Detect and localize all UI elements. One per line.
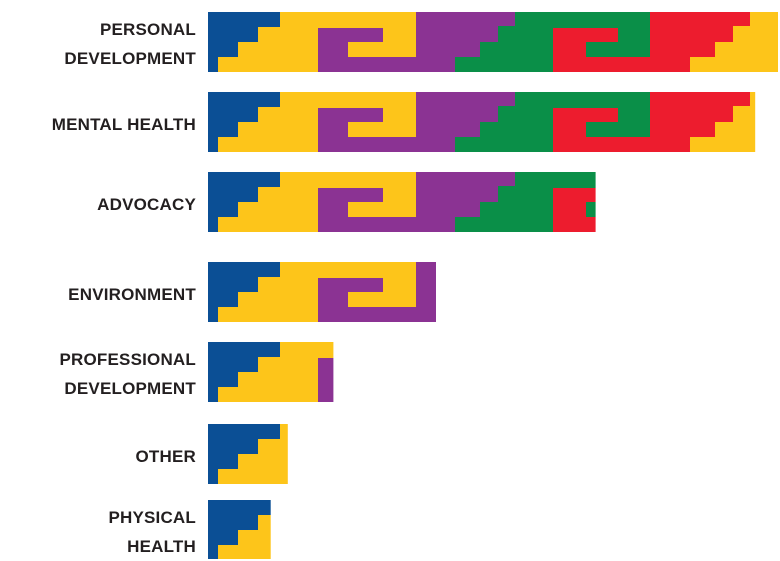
category-label: MENTAL HEALTH	[51, 114, 196, 134]
bar	[208, 342, 334, 402]
bar-group	[208, 342, 334, 402]
bar	[208, 424, 288, 484]
category-label: PHYSICAL HEALTH	[108, 508, 196, 556]
bar-group	[208, 12, 778, 72]
bar	[208, 262, 436, 322]
category-label: PERSONAL DEVELOPMENT	[64, 20, 196, 68]
bar	[208, 12, 778, 72]
category-label: OTHER	[135, 446, 196, 466]
bar-group	[208, 500, 271, 559]
bar	[208, 500, 271, 559]
bar-group	[208, 92, 756, 152]
category-label: ENVIRONMENT	[68, 284, 196, 304]
bar-group	[208, 262, 436, 322]
bar	[208, 92, 756, 152]
category-label: PROFESSIONAL DEVELOPMENT	[59, 350, 196, 398]
bar	[208, 172, 596, 232]
bar-group	[208, 172, 596, 232]
category-label: ADVOCACY	[97, 194, 196, 214]
bar-group	[208, 424, 288, 484]
